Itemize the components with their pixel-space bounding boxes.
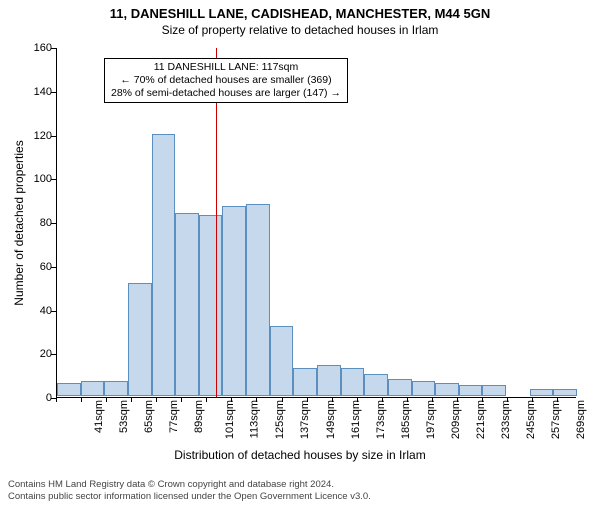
histogram-bar — [293, 368, 317, 396]
x-tick-label: 149sqm — [325, 400, 337, 439]
x-tick-mark — [432, 397, 433, 402]
x-tick-label: 161sqm — [350, 400, 362, 439]
chart-subtitle: Size of property relative to detached ho… — [0, 23, 600, 37]
y-tick-mark — [51, 223, 56, 224]
annotation-line-2: ← 70% of detached houses are smaller (36… — [111, 74, 341, 87]
x-tick-label: 221sqm — [475, 400, 487, 439]
footer-line-1: Contains HM Land Registry data © Crown c… — [8, 479, 371, 491]
x-tick-mark — [81, 397, 82, 402]
histogram-bar — [435, 383, 459, 396]
y-tick-mark — [51, 354, 56, 355]
x-tick-label: 41sqm — [93, 400, 105, 433]
histogram-bar — [388, 379, 412, 396]
y-tick-mark — [51, 179, 56, 180]
histogram-bar — [412, 381, 436, 396]
histogram-bar — [317, 365, 341, 396]
x-tick-mark — [231, 397, 232, 402]
y-tick-mark — [51, 92, 56, 93]
x-tick-label: 137sqm — [300, 400, 312, 439]
y-tick-label: 80 — [12, 217, 52, 229]
x-tick-label: 185sqm — [400, 400, 412, 439]
histogram-bar — [459, 385, 483, 396]
histogram-bar — [364, 374, 388, 396]
histogram-bar — [341, 368, 365, 396]
x-tick-label: 257sqm — [550, 400, 562, 439]
x-tick-label: 173sqm — [375, 400, 387, 439]
x-tick-mark — [206, 397, 207, 402]
x-tick-label: 65sqm — [143, 400, 155, 433]
x-tick-mark — [407, 397, 408, 402]
x-tick-label: 269sqm — [575, 400, 587, 439]
x-tick-label: 113sqm — [249, 400, 261, 438]
x-tick-label: 197sqm — [425, 400, 437, 439]
x-tick-mark — [106, 397, 107, 402]
y-tick-label: 40 — [12, 305, 52, 317]
x-tick-label: 77sqm — [168, 400, 180, 433]
x-tick-mark — [382, 397, 383, 402]
chart-title: 11, DANESHILL LANE, CADISHEAD, MANCHESTE… — [0, 6, 600, 23]
histogram-bar — [530, 389, 554, 396]
x-tick-label: 209sqm — [450, 400, 462, 439]
histogram-bar — [152, 134, 176, 396]
x-tick-mark — [131, 397, 132, 402]
y-tick-label: 140 — [12, 86, 52, 98]
x-tick-mark — [56, 397, 57, 402]
x-tick-mark — [282, 397, 283, 402]
x-tick-label: 125sqm — [275, 400, 287, 439]
y-tick-mark — [51, 311, 56, 312]
histogram-bar — [246, 204, 270, 396]
chart-area: Number of detached properties 0204060801… — [56, 48, 576, 398]
y-tick-mark — [51, 48, 56, 49]
x-tick-mark — [532, 397, 533, 402]
y-tick-mark — [51, 136, 56, 137]
y-tick-label: 120 — [12, 130, 52, 142]
x-tick-label: 245sqm — [525, 400, 537, 439]
y-tick-label: 100 — [12, 173, 52, 185]
y-tick-mark — [51, 267, 56, 268]
annotation-line-1: 11 DANESHILL LANE: 117sqm — [111, 61, 341, 74]
x-tick-label: 53sqm — [118, 400, 130, 433]
x-tick-mark — [482, 397, 483, 402]
x-tick-mark — [156, 397, 157, 402]
x-tick-label: 101sqm — [224, 400, 236, 439]
x-tick-mark — [256, 397, 257, 402]
histogram-bar — [128, 283, 152, 396]
y-tick-label: 0 — [12, 392, 52, 404]
histogram-bar — [222, 206, 246, 396]
annotation-line-3: 28% of semi-detached houses are larger (… — [111, 87, 341, 100]
histogram-bar — [57, 383, 81, 396]
x-tick-mark — [332, 397, 333, 402]
footer-attribution: Contains HM Land Registry data © Crown c… — [8, 479, 371, 503]
x-axis-label: Distribution of detached houses by size … — [0, 448, 600, 462]
x-tick-label: 89sqm — [193, 400, 205, 433]
x-tick-mark — [507, 397, 508, 402]
histogram-bar — [175, 213, 199, 396]
histogram-bar — [553, 389, 577, 396]
histogram-bar — [199, 215, 223, 396]
annotation-box: 11 DANESHILL LANE: 117sqm← 70% of detach… — [104, 58, 348, 103]
y-tick-label: 20 — [12, 348, 52, 360]
x-tick-mark — [307, 397, 308, 402]
histogram-bar — [81, 381, 105, 396]
x-tick-mark — [457, 397, 458, 402]
x-tick-mark — [181, 397, 182, 402]
x-tick-mark — [357, 397, 358, 402]
x-tick-mark — [557, 397, 558, 402]
histogram-bar — [270, 326, 294, 396]
footer-line-2: Contains public sector information licen… — [8, 491, 371, 503]
histogram-bar — [104, 381, 128, 396]
y-tick-label: 160 — [12, 42, 52, 54]
y-tick-label: 60 — [12, 261, 52, 273]
histogram-bar — [482, 385, 506, 396]
x-tick-label: 233sqm — [500, 400, 512, 439]
